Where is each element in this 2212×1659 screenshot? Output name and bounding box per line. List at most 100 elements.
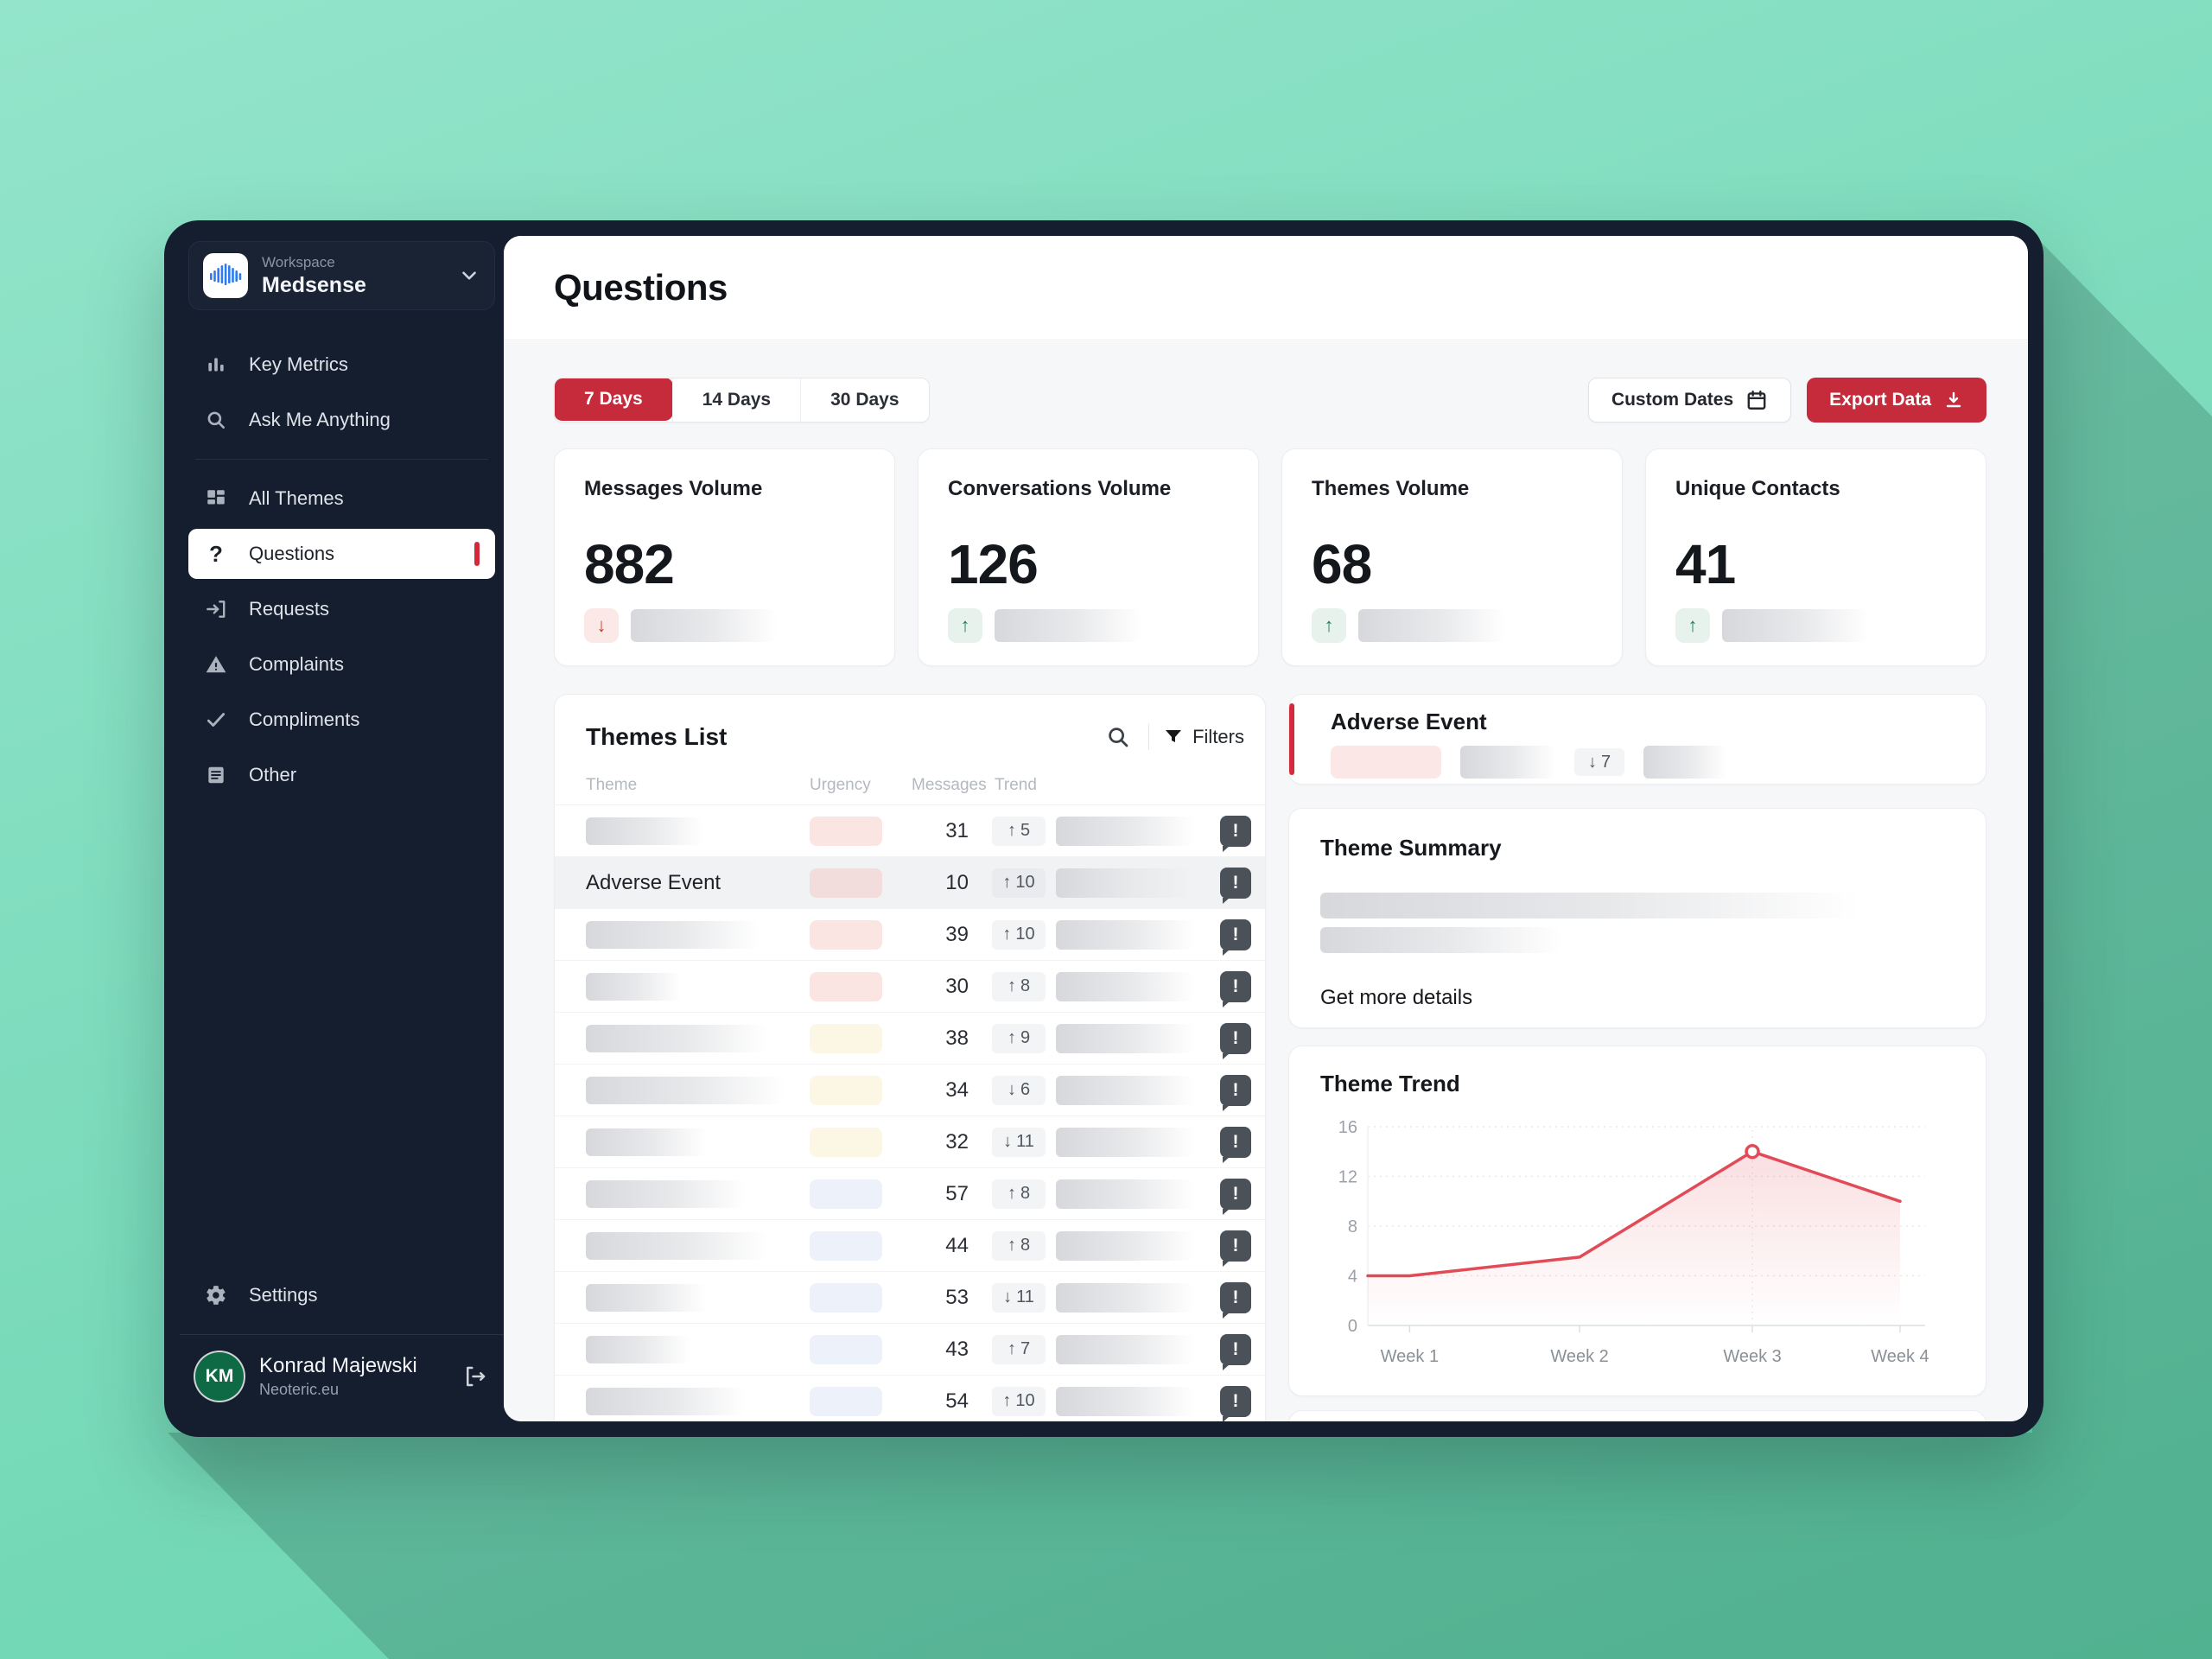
stat-card-themes-volume: Themes Volume 68 ↑ xyxy=(1281,448,1623,666)
trend-value: 8 xyxy=(1020,976,1031,995)
trend-value: 8 xyxy=(1020,1236,1031,1255)
trend-arrow: ↑ xyxy=(1007,1339,1016,1358)
sidebar-item-all-themes[interactable]: All Themes xyxy=(188,474,495,524)
tab-7-days[interactable]: 7 Days xyxy=(554,378,673,421)
user-profile[interactable]: KM Konrad Majewski Neoteric.eu xyxy=(180,1335,504,1421)
trend-badge: ↑ 5 xyxy=(992,816,1046,846)
gear-icon xyxy=(204,1283,228,1307)
avatar: KM xyxy=(195,1352,244,1401)
page-body: 7 Days 14 Days 30 Days Custom Dates Export… xyxy=(504,341,2028,1421)
trend-arrow: ↑ xyxy=(1002,873,1012,892)
chat-alert-icon[interactable]: ! xyxy=(1220,970,1251,1007)
theme-skeleton xyxy=(586,920,759,949)
table-row[interactable]: 53 ↓ 11 ! xyxy=(555,1272,1265,1324)
tab-30-days[interactable]: 30 Days xyxy=(800,378,929,422)
sidebar: Workspace Medsense Key Metrics Ask Me An… xyxy=(180,236,504,1421)
arrow-down-icon: ↓ xyxy=(584,608,619,643)
search-icon[interactable] xyxy=(1102,721,1135,753)
tab-label: 14 Days xyxy=(702,390,772,410)
filter-icon xyxy=(1163,727,1184,747)
table-row[interactable]: 39 ↑ 10 ! xyxy=(555,909,1265,961)
trend-arrow: ↓ xyxy=(1007,1080,1016,1099)
chat-alert-icon[interactable]: ! xyxy=(1220,867,1251,904)
table-row[interactable]: 32 ↓ 11 ! xyxy=(555,1116,1265,1168)
filters-button[interactable]: Filters xyxy=(1163,726,1244,748)
workspace-name: Medsense xyxy=(262,272,366,297)
sidebar-item-label: Questions xyxy=(249,543,335,564)
trend-value: 10 xyxy=(1015,873,1035,892)
tab-label: 7 Days xyxy=(584,389,643,409)
chat-alert-icon[interactable]: ! xyxy=(1220,918,1251,956)
chat-alert-icon[interactable]: ! xyxy=(1220,815,1251,852)
table-row[interactable]: 30 ↑ 8 ! xyxy=(555,961,1265,1013)
user-name: Konrad Majewski xyxy=(259,1354,417,1377)
svg-text:16: 16 xyxy=(1338,1118,1357,1137)
divider xyxy=(180,1334,504,1335)
chat-alert-icon[interactable]: ! xyxy=(1220,1385,1251,1421)
table-row[interactable]: 43 ↑ 7 ! xyxy=(555,1324,1265,1376)
trend-arrow: ↓ xyxy=(1587,752,1597,772)
export-data-button[interactable]: Export Data xyxy=(1807,378,1986,423)
export-data-label: Export Data xyxy=(1829,390,1931,410)
workspace-selector[interactable]: Workspace Medsense xyxy=(188,241,495,310)
trend-badge: ↑ 8 xyxy=(992,971,1046,1001)
trend-badge: ↓ 11 xyxy=(992,1127,1046,1157)
sidebar-item-settings[interactable]: Settings xyxy=(188,1270,495,1320)
stat-value: 68 xyxy=(1312,533,1372,595)
trend-badge: ↓ 6 xyxy=(992,1075,1046,1105)
sidebar-item-other[interactable]: Other xyxy=(188,750,495,800)
summary-skeleton-line xyxy=(1320,893,1859,918)
sidebar-item-key-metrics[interactable]: Key Metrics xyxy=(188,340,495,390)
sidebar-item-ask-me-anything[interactable]: Ask Me Anything xyxy=(188,395,495,445)
severity-stripe xyxy=(1289,703,1294,775)
stat-label: Messages Volume xyxy=(584,477,763,500)
sidebar-item-compliments[interactable]: Compliments xyxy=(188,695,495,745)
sidebar-item-complaints[interactable]: Complaints xyxy=(188,639,495,690)
calendar-icon xyxy=(1745,389,1768,411)
summary-skeleton-line xyxy=(1320,927,1561,953)
messages-count: 53 xyxy=(945,1285,969,1309)
logout-icon[interactable] xyxy=(462,1363,488,1389)
download-icon xyxy=(1943,390,1964,410)
sidebar-item-label: Ask Me Anything xyxy=(249,409,391,430)
chat-alert-icon[interactable]: ! xyxy=(1220,1126,1251,1163)
get-more-details-link[interactable]: Get more details xyxy=(1320,986,1473,1009)
chat-alert-icon[interactable]: ! xyxy=(1220,1281,1251,1319)
chat-alert-icon[interactable]: ! xyxy=(1220,1022,1251,1059)
stat-trend-skeleton xyxy=(1722,609,1869,642)
theme-summary-card: Theme Summary Get more details xyxy=(1288,808,1986,1028)
trend-badge: ↑ 8 xyxy=(992,1230,1046,1261)
sidebar-item-questions[interactable]: ? Questions xyxy=(188,529,495,579)
table-row[interactable]: 38 ↑ 9 ! xyxy=(555,1013,1265,1065)
table-row[interactable]: 31 ↑ 5 ! xyxy=(555,805,1265,857)
table-row[interactable]: 44 ↑ 8 ! xyxy=(555,1220,1265,1272)
trend-badge: ↑ 8 xyxy=(992,1179,1046,1209)
trend-skeleton xyxy=(1056,971,1194,1001)
filters-label: Filters xyxy=(1192,726,1244,747)
detail-column: Adverse Event ↓ 7 Theme Summary xyxy=(1288,694,1986,1421)
table-row[interactable]: 57 ↑ 8 ! xyxy=(555,1168,1265,1220)
chat-alert-icon[interactable]: ! xyxy=(1220,1074,1251,1111)
detail-trend-badge: ↓ 7 xyxy=(1574,748,1624,776)
tab-label: 30 Days xyxy=(830,390,899,410)
chat-alert-icon[interactable]: ! xyxy=(1220,1333,1251,1370)
custom-dates-button[interactable]: Custom Dates xyxy=(1587,378,1792,423)
chat-alert-icon[interactable]: ! xyxy=(1220,1230,1251,1267)
table-row[interactable]: 54 ↑ 10 ! xyxy=(555,1376,1265,1421)
theme-trend-chart: 0 4 8 12 16 Week 1 Week 2 Week 3 Week 4 xyxy=(1320,1113,1955,1376)
urgency-pill xyxy=(810,1127,882,1157)
messages-count: 38 xyxy=(945,1026,969,1050)
skeleton-bar xyxy=(1460,746,1555,779)
urgency-pill xyxy=(810,971,882,1001)
sidebar-item-requests[interactable]: Requests xyxy=(188,584,495,634)
chat-alert-icon[interactable]: ! xyxy=(1220,1178,1251,1215)
trend-value: 11 xyxy=(1016,1287,1034,1306)
table-row[interactable]: 34 ↓ 6 ! xyxy=(555,1065,1265,1116)
stat-label: Themes Volume xyxy=(1312,477,1470,500)
tab-14-days[interactable]: 14 Days xyxy=(671,378,801,422)
trend-skeleton xyxy=(1056,919,1194,950)
table-header-row: Theme Urgency Messages Trend xyxy=(555,766,1265,805)
toolbar: 7 Days 14 Days 30 Days Custom Dates Export… xyxy=(554,378,1986,423)
table-row[interactable]: Adverse Event 10 ↑ 10 ! xyxy=(555,857,1265,909)
stats-row: Messages Volume 882 ↓ Conversations Volu… xyxy=(554,448,1986,666)
